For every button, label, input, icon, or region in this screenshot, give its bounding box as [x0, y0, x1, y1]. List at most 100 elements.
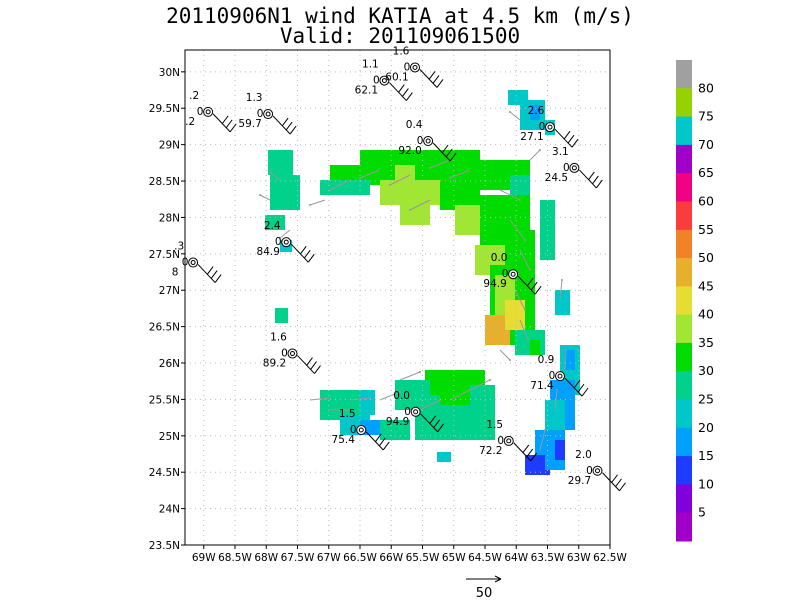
lat-label: 29N [159, 140, 180, 152]
lat-label: 24N [159, 504, 180, 516]
station-pressure: 27.1 [520, 131, 543, 143]
lon-label: 64.5W [468, 552, 502, 564]
station-speed: .2 [189, 90, 199, 102]
station-dir: 0 [350, 424, 357, 436]
station-pressure: 29.7 [568, 475, 591, 487]
station-dir: 0 [502, 268, 509, 280]
colorbar-label: 30 [698, 363, 714, 378]
station-dir: 0 [404, 61, 411, 73]
station-dir: 0 [373, 75, 380, 87]
lon-label: 63.5W [531, 552, 565, 564]
lat-label: 27.5N [149, 249, 180, 261]
station-marker: .20.2 [185, 90, 237, 133]
station-pressure: 24.5 [545, 172, 568, 184]
lat-label: 25.5N [149, 394, 180, 406]
lon-label: 65W [442, 552, 466, 564]
station-pressure: 94.9 [483, 278, 506, 290]
map-frame [184, 49, 611, 546]
lat-label: 30N [159, 67, 180, 79]
colorbar-swatch [676, 512, 692, 542]
station-marker: 2.4 084.9 [257, 220, 315, 263]
lat-label: 27N [159, 285, 180, 297]
station-speed: 2.4 [264, 220, 281, 232]
station-marker: 0.0 094.9 [483, 252, 542, 295]
axis-labels: 23.5N 24N 24.5N 25N 25.5N 26N 26.5N 27N 27.5N 28N… [149, 67, 628, 564]
station-speed: 1.3 [246, 92, 263, 104]
wind-vectors [259, 111, 567, 451]
station-pressure: 59.7 [238, 118, 261, 130]
station-pressure: 89.2 [263, 358, 286, 370]
station-dir: 0 [281, 348, 288, 360]
station-speed: 1.1 [362, 59, 379, 71]
station-marker: 1.3 059.7 [238, 92, 297, 135]
lat-label: 24.5N [149, 467, 180, 479]
station-dir: 0 [404, 406, 411, 418]
lon-label: 65.5W [406, 552, 440, 564]
lon-label: 66W [379, 552, 403, 564]
lat-label: 29.5N [149, 103, 180, 115]
colorbar-label: 75 [698, 109, 714, 124]
colorbar-swatch [676, 60, 692, 89]
colorbar-label: 45 [698, 278, 714, 293]
station-marker: 2.0 029.7 [568, 449, 626, 492]
colorbar-swatch [676, 116, 692, 146]
colorbar-label: 40 [698, 307, 714, 322]
station-marker: 0.0 094.9 [386, 390, 445, 433]
colorbar-label: 5 [698, 505, 706, 520]
valid-time: Valid: 201109061500 [279, 24, 521, 48]
station-pressure: .2 [185, 116, 195, 128]
lon-label: 67W [317, 552, 341, 564]
colorbar-label: 10 [698, 476, 714, 491]
chart-title: 20110906N1 wind KATIA at 4.5 km (m/s) [166, 4, 634, 28]
colorbar-swatch [676, 88, 692, 118]
station-pressure: 8 [172, 267, 179, 279]
station-dir: 0 [563, 162, 570, 174]
station-pressure: 94.9 [386, 416, 409, 428]
station-marker: 1.6 089.2 [263, 332, 321, 374]
colorbar-swatch [676, 144, 692, 174]
lon-label: 66.5W [343, 552, 377, 564]
lat-label: 28.5N [149, 176, 180, 188]
lon-label: 68W [254, 552, 278, 564]
dropsonde-stations: .20.21.3059.71.1062.11.6060.10.4092.02.6… [172, 45, 626, 492]
station-speed: 1.6 [270, 332, 287, 344]
station-marker: 3.1 024.5 [545, 146, 603, 189]
colorbar-swatch [676, 229, 692, 259]
station-dir: 0 [586, 465, 593, 477]
colorbar-swatch [676, 286, 692, 316]
colorbar-label: 60 [698, 193, 714, 208]
lat-label: 25N [159, 431, 180, 443]
colorbar-label: 25 [698, 392, 714, 407]
station-speed: 0.0 [393, 390, 410, 402]
station-dir: 0 [275, 236, 282, 248]
station-marker: 1.5 075.4 [332, 408, 390, 451]
vector-scale: 50 [466, 575, 502, 600]
colorbar-swatch [676, 258, 692, 287]
colorbar-label: 80 [698, 80, 714, 95]
station-speed: .3 [174, 241, 184, 253]
lon-label: 62.5W [593, 552, 627, 564]
station-marker: .308 [172, 241, 222, 283]
station-speed: 0.0 [491, 252, 508, 264]
colorbar-swatch [676, 371, 692, 401]
station-pressure: 75.4 [332, 434, 356, 446]
colorbar-label: 55 [698, 222, 714, 237]
lon-label: 67.5W [281, 552, 315, 564]
station-marker: 0.9 071.4 [530, 354, 589, 397]
station-speed: 2.0 [575, 449, 592, 461]
station-pressure: 60.1 [385, 71, 408, 83]
colorbar-swatch [676, 484, 692, 514]
station-speed: 2.6 [528, 105, 545, 117]
colorbar-swatch [676, 399, 692, 429]
colorbar-label: 65 [698, 165, 714, 180]
colorbar-label: 35 [698, 335, 714, 350]
station-dir: 0 [539, 121, 546, 133]
lon-label: 63W [567, 552, 591, 564]
colorbar-swatch [676, 314, 692, 344]
station-dir: 0 [417, 135, 424, 147]
colorbar-label: 20 [698, 420, 714, 435]
station-speed: 1.5 [339, 408, 356, 420]
vector-scale-label: 50 [476, 586, 493, 600]
colorbar-swatch [676, 427, 692, 457]
